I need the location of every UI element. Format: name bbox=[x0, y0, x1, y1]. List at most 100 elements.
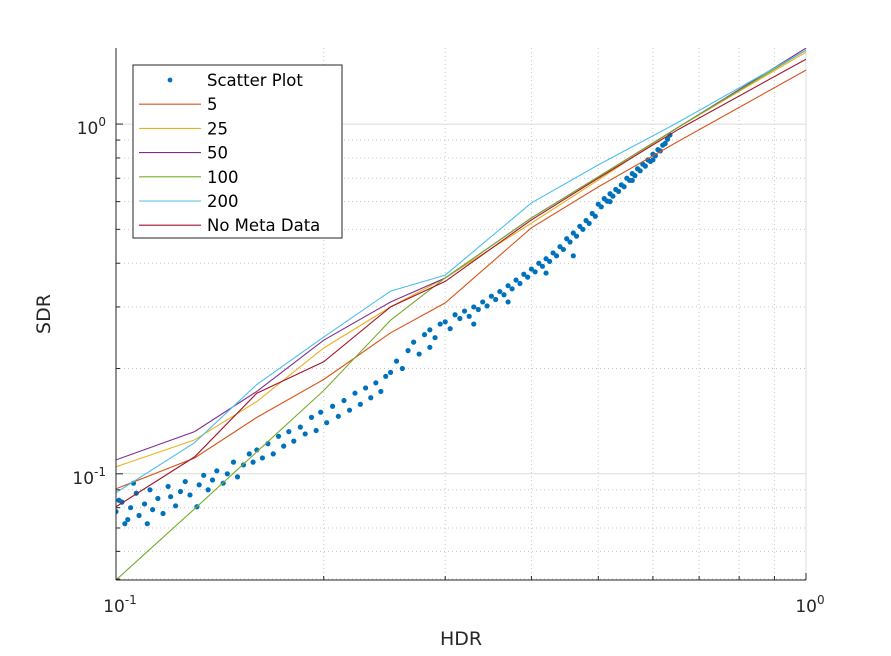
scatter-point bbox=[471, 321, 477, 327]
scatter-point bbox=[664, 136, 671, 142]
legend-label: 25 bbox=[207, 119, 228, 138]
scatter-point bbox=[550, 250, 556, 256]
scatter-point bbox=[281, 443, 287, 449]
x-tick-label: 100 bbox=[795, 593, 824, 617]
scatter-point bbox=[313, 427, 319, 434]
scatter-point bbox=[393, 358, 400, 364]
scatter-point bbox=[573, 233, 580, 239]
scatter-point bbox=[150, 507, 156, 513]
scatter-point bbox=[209, 477, 216, 483]
tick-base: 10 bbox=[795, 597, 817, 617]
scatter-point bbox=[196, 482, 202, 488]
scatter-point bbox=[652, 153, 659, 159]
legend-label: 5 bbox=[207, 95, 218, 114]
scatter-point bbox=[497, 288, 503, 295]
scatter-point bbox=[427, 327, 433, 333]
x-axis-label: HDR bbox=[440, 628, 482, 650]
scatter-point bbox=[136, 512, 142, 519]
scatter-point bbox=[155, 495, 161, 502]
tick-exponent: 0 bbox=[817, 593, 825, 607]
scatter-point bbox=[452, 312, 458, 318]
legend-marker bbox=[167, 77, 173, 83]
scatter-point bbox=[168, 494, 174, 500]
scatter-point bbox=[570, 230, 576, 236]
scatter-point bbox=[598, 204, 604, 210]
scatter-point bbox=[532, 269, 538, 275]
scatter-point bbox=[607, 199, 613, 205]
scatter-point bbox=[457, 315, 463, 322]
scatter-point bbox=[484, 303, 490, 309]
scatter-point bbox=[471, 304, 477, 310]
scatter-point bbox=[528, 266, 535, 272]
scatter-point bbox=[373, 380, 379, 386]
legend-label: Scatter Plot bbox=[207, 71, 303, 90]
scatter-point bbox=[122, 521, 128, 527]
scatter-point bbox=[632, 173, 638, 179]
legend-label: 50 bbox=[207, 144, 228, 163]
scatter-point bbox=[480, 299, 486, 305]
scatter-point bbox=[421, 332, 428, 338]
series-line-no-meta-data bbox=[116, 58, 806, 508]
scatter-point bbox=[318, 409, 324, 415]
scatter-point bbox=[567, 239, 573, 245]
scatter-point bbox=[505, 283, 511, 289]
scatter-point bbox=[521, 271, 527, 277]
scatter-point bbox=[182, 478, 188, 485]
legend-label: No Meta Data bbox=[207, 216, 320, 235]
legend-entry: No Meta Data bbox=[139, 216, 320, 235]
scatter-point bbox=[461, 308, 468, 314]
scatter-point bbox=[580, 226, 586, 232]
scatter-point bbox=[539, 263, 546, 269]
scatter-point bbox=[437, 321, 443, 327]
legend-entry: Scatter Plot bbox=[167, 71, 303, 90]
scatter-point bbox=[362, 385, 369, 391]
scatter-point bbox=[432, 335, 438, 341]
legend-entry: 200 bbox=[139, 192, 239, 211]
scatter-point bbox=[201, 472, 207, 478]
scatter-point bbox=[399, 365, 405, 372]
scatter-point bbox=[291, 438, 297, 444]
scatter-point bbox=[586, 220, 592, 226]
scatter-point bbox=[246, 451, 252, 457]
scatter-point bbox=[346, 407, 353, 413]
scatter-point bbox=[357, 401, 363, 407]
tick-exponent: -1 bbox=[125, 593, 137, 607]
scatter-point bbox=[302, 431, 308, 437]
scatter-point bbox=[501, 292, 507, 298]
x-tick-label: 10-1 bbox=[103, 593, 137, 617]
scatter-point bbox=[543, 270, 549, 276]
scatter-point bbox=[447, 326, 453, 332]
scatter-point bbox=[234, 474, 241, 480]
scatter-point bbox=[662, 140, 668, 147]
scatter-point bbox=[488, 293, 495, 299]
plot-area bbox=[116, 48, 806, 580]
legend-entry: 25 bbox=[139, 119, 228, 138]
scatter-point bbox=[405, 348, 411, 354]
scatter-point bbox=[368, 395, 374, 401]
scatter-point bbox=[147, 487, 153, 493]
scatter-point bbox=[335, 413, 341, 419]
scatter-point bbox=[352, 390, 358, 396]
scatter-point bbox=[144, 521, 150, 527]
scatter-point bbox=[240, 462, 247, 468]
scatter-point bbox=[416, 351, 422, 357]
y-tick-label: 10-1 bbox=[72, 465, 106, 489]
scatter-point bbox=[505, 299, 511, 305]
scatter-point bbox=[205, 487, 211, 493]
legend-label: 200 bbox=[207, 192, 239, 211]
scatter-point bbox=[509, 286, 515, 292]
scatter-point bbox=[629, 177, 635, 184]
scatter-point bbox=[214, 468, 220, 474]
scatter-point bbox=[564, 236, 570, 242]
tick-exponent: 0 bbox=[98, 115, 106, 129]
scatter-point bbox=[493, 296, 499, 303]
scatter-point bbox=[187, 492, 193, 498]
scatter-point bbox=[610, 193, 616, 199]
scatter-point bbox=[621, 184, 627, 190]
scatter-point bbox=[642, 163, 648, 169]
scatter-point bbox=[378, 388, 384, 395]
legend-entry: 100 bbox=[139, 168, 239, 187]
scatter-point bbox=[442, 319, 448, 325]
